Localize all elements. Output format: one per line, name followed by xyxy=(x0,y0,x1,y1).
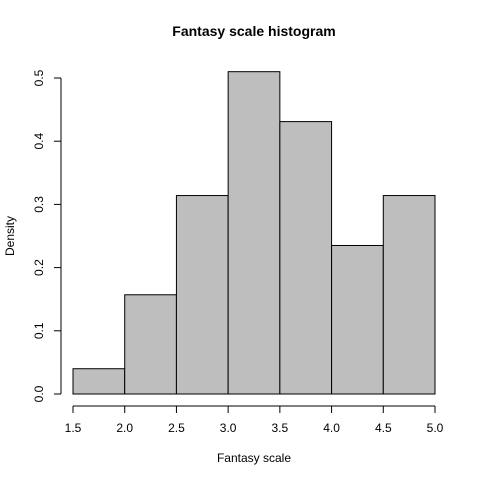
x-tick-label: 2.0 xyxy=(116,421,133,435)
histogram-bar-6 xyxy=(331,244,384,395)
x-tick-label: 1.5 xyxy=(65,421,82,435)
y-axis: 0.0 0.1 0.2 0.3 0.4 0.5 xyxy=(32,69,62,402)
x-tick-label: 4.5 xyxy=(375,421,392,435)
y-axis-label: Density xyxy=(3,216,17,256)
x-axis: 1.5 2.0 2.5 3.0 3.5 4.0 4.5 5.0 xyxy=(65,405,444,435)
histogram-bar-7 xyxy=(382,195,436,395)
y-tick-label: 0.1 xyxy=(32,322,46,339)
histogram-bar-3 xyxy=(175,195,229,395)
x-tick-label: 3.5 xyxy=(272,421,289,435)
y-tick-label: 0.5 xyxy=(32,69,46,86)
x-tick-label: 4.0 xyxy=(323,421,340,435)
histogram-bar-4 xyxy=(227,71,281,395)
y-tick-label: 0.0 xyxy=(32,385,46,402)
bars-layer xyxy=(72,71,436,395)
x-axis-label: Fantasy scale xyxy=(217,451,291,465)
x-tick-label: 5.0 xyxy=(427,421,444,435)
y-tick-label: 0.2 xyxy=(32,259,46,276)
y-tick-label: 0.4 xyxy=(32,133,46,150)
x-tick-label: 3.0 xyxy=(220,421,237,435)
chart-title: Fantasy scale histogram xyxy=(172,23,335,39)
x-tick-label: 2.5 xyxy=(168,421,185,435)
histogram-bar-5 xyxy=(279,121,333,395)
y-tick-label: 0.3 xyxy=(32,196,46,213)
histogram-bar-2 xyxy=(124,294,177,395)
histogram-bar-1 xyxy=(72,368,126,395)
